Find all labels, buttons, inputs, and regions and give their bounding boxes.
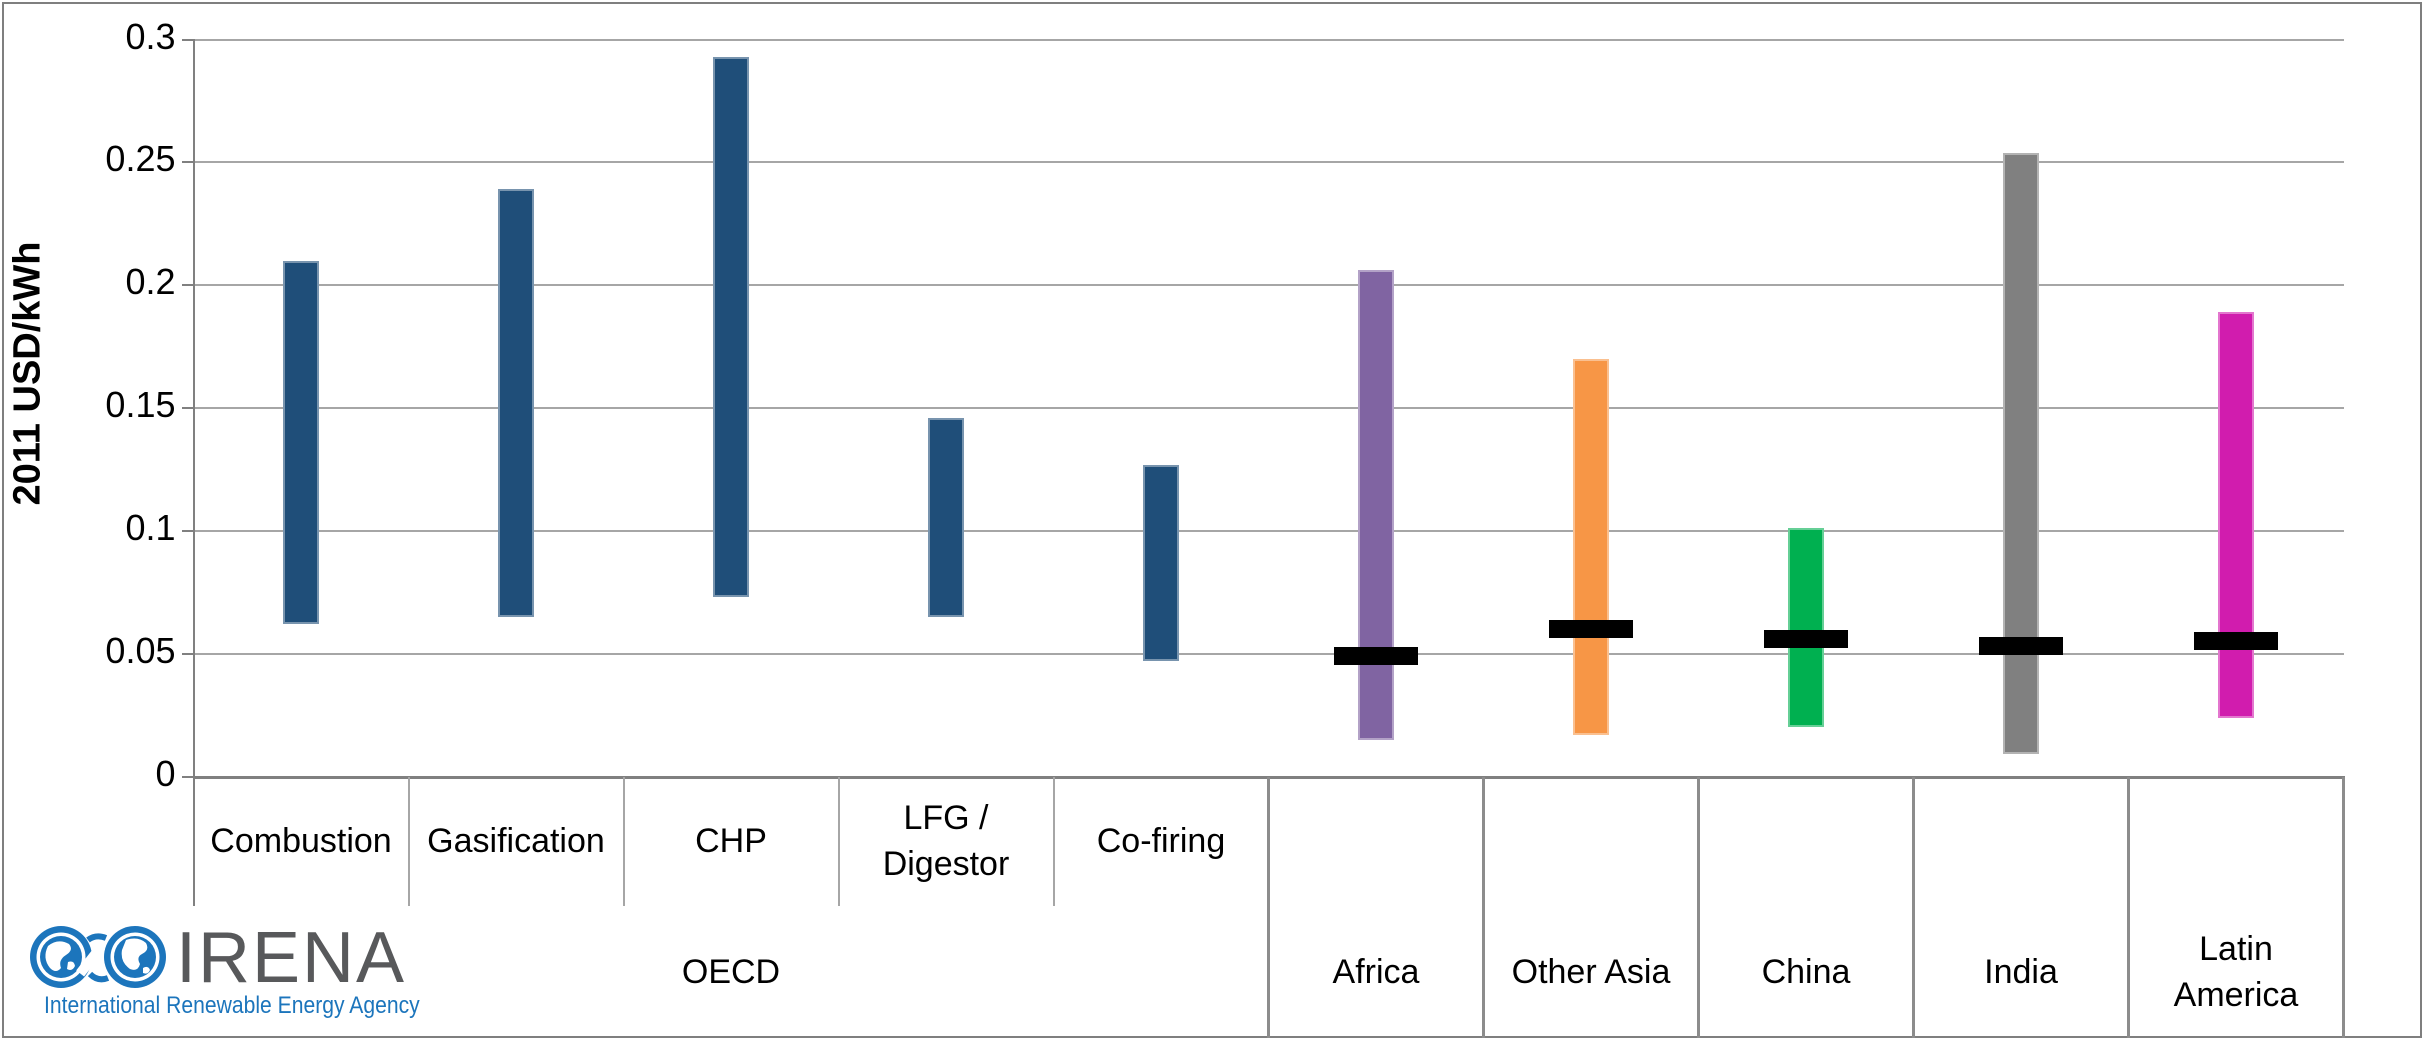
category-label-lfg-digestor: LFG / Digestor [882, 799, 1010, 884]
gridline [193, 407, 2344, 409]
irena-logo-text: IRENA [176, 918, 407, 998]
category-label-other-asia: Other Asia [1511, 953, 1671, 991]
gridline [193, 652, 2344, 655]
y-axis-tick [181, 652, 194, 655]
region-separator [1482, 776, 1485, 1038]
gridline [193, 38, 2344, 41]
range-bar-africa [1358, 270, 1394, 740]
y-tick-label: 0.15 [105, 384, 176, 425]
table-right-border [2342, 776, 2345, 1038]
y-axis-tick [181, 161, 194, 164]
y-tick-label: 0.25 [105, 138, 176, 180]
y-axis-tick [181, 529, 194, 532]
region-separator [1912, 776, 1915, 1038]
category-label-chp: CHP [695, 822, 767, 861]
range-bar-chp [713, 56, 749, 598]
average-marker [1549, 620, 1633, 639]
range-bar-co-firing [1143, 464, 1179, 662]
y-tick-label: 0.05 [105, 629, 176, 671]
region-separator [2127, 776, 2130, 1038]
range-bar-latin-america [2218, 312, 2254, 718]
category-separator [407, 776, 410, 906]
category-label-china: China [1761, 953, 1851, 991]
y-tick-label: 0.3 [125, 15, 176, 57]
y-axis-tick [181, 407, 194, 409]
y-tick-label: 0.1 [125, 506, 176, 548]
gridline [193, 529, 2344, 532]
y-axis-tick [181, 38, 194, 41]
range-bar-india [2003, 152, 2039, 755]
category-separator [1052, 776, 1055, 906]
range-bar-china [1788, 528, 1824, 728]
average-marker [1764, 629, 1848, 648]
average-marker [2194, 632, 2278, 651]
range-bar-other-asia [1573, 358, 1609, 735]
gridline [193, 284, 2344, 287]
average-marker [1979, 637, 2063, 656]
category-separator [837, 776, 840, 906]
y-axis-tick [181, 284, 194, 287]
category-label-latin-america: Latin America [2173, 930, 2299, 1014]
irena-logo-subtext: International Renewable Energy Agency [44, 992, 420, 1019]
average-marker [1334, 647, 1418, 666]
category-label-africa: Africa [1332, 953, 1420, 991]
irena-globes-icon [30, 926, 166, 988]
category-label-combustion: Combustion [210, 822, 392, 861]
range-bar-combustion [283, 260, 319, 625]
y-tick-label: 0.2 [125, 261, 176, 303]
group-label-oecd: OECD [681, 953, 781, 991]
region-separator [1697, 776, 1700, 1038]
irena-logo: IRENA International Renewable Energy Age… [28, 918, 448, 1028]
region-separator [1267, 776, 1270, 1038]
y-axis-tick [181, 775, 194, 778]
gridline [193, 161, 2344, 164]
category-label-co-firing: Co-firing [1096, 822, 1226, 861]
y-tick-label: 0 [155, 752, 176, 794]
category-label-gasification: Gasification [427, 822, 605, 861]
range-bar-lfg-digestor [928, 417, 964, 617]
category-label-india: India [1984, 953, 2058, 991]
y-axis-line [192, 38, 195, 906]
range-bar-gasification [498, 189, 534, 617]
category-separator [622, 776, 625, 906]
